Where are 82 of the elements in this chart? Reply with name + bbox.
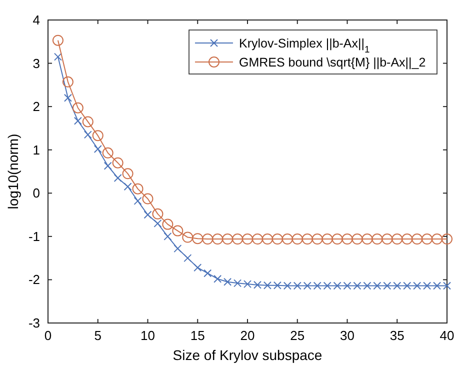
point xyxy=(272,234,283,245)
point xyxy=(82,116,94,128)
point xyxy=(382,234,393,245)
x-tick-label: 35 xyxy=(390,328,404,343)
point xyxy=(234,279,242,288)
point xyxy=(104,162,112,170)
x-tick-label: 25 xyxy=(290,328,305,343)
point xyxy=(192,233,204,244)
point xyxy=(422,234,433,245)
y-tick-label: -1 xyxy=(28,228,40,244)
y-tick-label: 2 xyxy=(32,99,40,114)
point xyxy=(54,52,62,61)
point xyxy=(342,234,353,245)
point xyxy=(152,208,164,220)
point xyxy=(72,102,84,114)
point xyxy=(154,219,162,228)
point xyxy=(142,193,154,204)
y-tick-label: -2 xyxy=(28,272,40,288)
point xyxy=(202,234,214,245)
x-tick-label: 15 xyxy=(190,328,205,343)
x-tick-label: 5 xyxy=(94,328,102,343)
point xyxy=(114,174,122,182)
x-axis-title: Size of Krylov subspace xyxy=(172,347,322,363)
point xyxy=(182,232,194,243)
point xyxy=(352,234,363,245)
point xyxy=(64,94,72,102)
point xyxy=(122,168,134,180)
point xyxy=(244,280,252,288)
point xyxy=(174,244,182,253)
point xyxy=(262,234,273,245)
point xyxy=(242,234,253,245)
point xyxy=(162,218,174,230)
point xyxy=(62,76,74,88)
point xyxy=(92,130,104,142)
point xyxy=(184,254,192,262)
x-tick-label: 40 xyxy=(440,328,454,343)
point xyxy=(232,234,244,245)
point xyxy=(282,234,293,245)
point xyxy=(212,234,224,245)
y-tick-label: 3 xyxy=(32,56,40,71)
point xyxy=(402,234,413,245)
x-tick-label: 0 xyxy=(44,328,52,343)
point xyxy=(172,225,184,236)
point xyxy=(442,234,452,245)
point xyxy=(132,183,144,194)
x-tick-label: 30 xyxy=(340,328,354,343)
point xyxy=(84,130,92,139)
point xyxy=(214,274,222,283)
y-tick-label: 0 xyxy=(32,186,40,201)
y-tick-label: 4 xyxy=(32,12,40,28)
legend-label: Krylov-Simplex ||b-Ax||$_{1}$ xyxy=(239,36,370,54)
point xyxy=(222,234,234,245)
point xyxy=(112,157,124,168)
point xyxy=(164,232,172,240)
point xyxy=(253,280,262,289)
point xyxy=(224,278,232,286)
point xyxy=(194,264,202,272)
point xyxy=(372,234,383,245)
x-tick-label: 20 xyxy=(240,328,255,343)
point xyxy=(52,34,64,46)
point xyxy=(312,234,323,245)
point xyxy=(134,196,142,205)
point xyxy=(124,182,132,191)
point xyxy=(74,116,82,125)
point xyxy=(432,234,443,245)
point xyxy=(252,234,263,245)
y-tick-label: -3 xyxy=(28,316,40,330)
point xyxy=(102,147,114,158)
point xyxy=(302,234,313,245)
x-tick-label: 10 xyxy=(140,328,155,343)
point xyxy=(412,234,423,245)
point xyxy=(94,144,102,153)
point xyxy=(322,234,333,245)
point xyxy=(392,234,403,245)
point xyxy=(292,234,303,245)
y-axis-title: log10(norm) xyxy=(5,134,21,210)
point xyxy=(204,269,212,278)
point xyxy=(332,234,343,245)
point xyxy=(362,234,373,245)
point xyxy=(144,210,152,219)
legend-label: GMRES bound \sqrt{M} ||b-Ax||_2 xyxy=(239,56,426,70)
y-tick-label: 1 xyxy=(32,142,40,158)
